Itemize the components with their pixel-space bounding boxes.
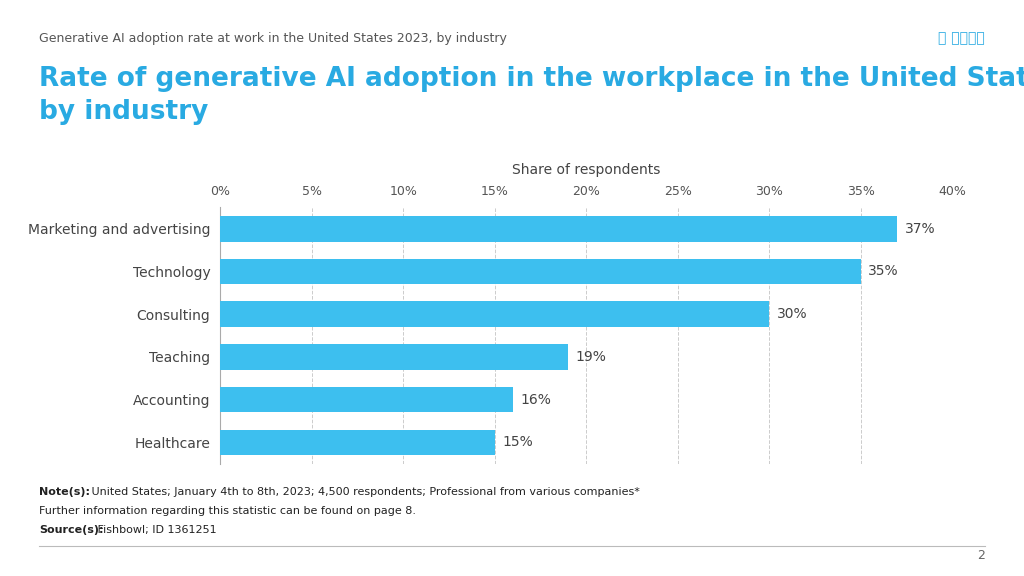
Text: United States; January 4th to 8th, 2023; 4,500 respondents; Professional from va: United States; January 4th to 8th, 2023;… (88, 487, 640, 497)
Text: Note(s):: Note(s): (39, 487, 90, 497)
Bar (220, 430, 495, 455)
Text: 19%: 19% (575, 350, 606, 364)
Text: 2: 2 (977, 548, 985, 562)
Bar (220, 301, 769, 327)
Bar (220, 216, 897, 241)
Text: 30%: 30% (776, 307, 807, 321)
Text: Source(s):: Source(s): (39, 525, 103, 535)
Text: Rate of generative AI adoption in the workplace in the United States 2023,
by in: Rate of generative AI adoption in the wo… (39, 66, 1024, 125)
Bar (220, 344, 568, 370)
Bar (220, 387, 513, 412)
Text: Fishbowl; ID 1361251: Fishbowl; ID 1361251 (94, 525, 217, 535)
Text: 37%: 37% (905, 222, 935, 236)
Text: Further information regarding this statistic can be found on page 8.: Further information regarding this stati… (39, 506, 416, 516)
Bar (220, 259, 861, 284)
Text: ⪥ 先行智庫: ⪥ 先行智庫 (938, 32, 985, 46)
X-axis label: Share of respondents: Share of respondents (512, 162, 660, 176)
Text: 15%: 15% (502, 435, 532, 449)
Text: Generative AI adoption rate at work in the United States 2023, by industry: Generative AI adoption rate at work in t… (39, 32, 507, 45)
Text: 16%: 16% (520, 393, 551, 407)
Text: 35%: 35% (868, 264, 899, 278)
